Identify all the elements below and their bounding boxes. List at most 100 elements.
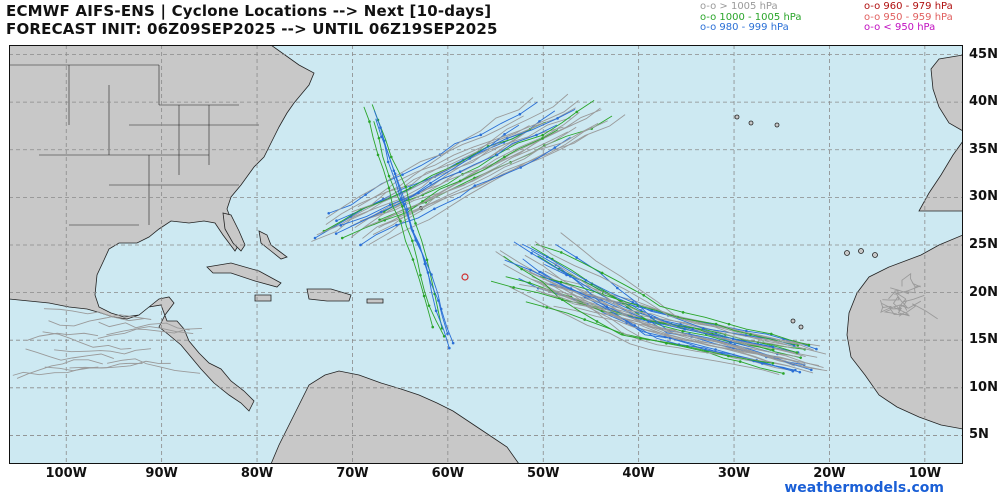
- track-point: [414, 239, 417, 242]
- cyclone-track: [323, 121, 546, 232]
- cyclone-track: [360, 107, 576, 222]
- cyclone-track: [107, 358, 201, 374]
- cyclone-track: [882, 295, 901, 311]
- longitude-label: 100W: [45, 466, 87, 481]
- cape-verde-island: [790, 318, 796, 324]
- cyclone-track: [536, 280, 822, 371]
- track-point: [771, 348, 775, 352]
- track-point: [461, 273, 469, 281]
- track-point: [446, 332, 449, 336]
- legend-item-950-959: o-o 950 - 959 hPa: [864, 11, 953, 23]
- track-point: [529, 268, 532, 272]
- track-point: [535, 133, 538, 137]
- track-point: [559, 251, 563, 254]
- cyclone-track: [513, 241, 778, 355]
- cyclone-track: [529, 272, 799, 358]
- track-point: [815, 347, 818, 351]
- cyclone-track: [363, 106, 434, 328]
- track-point: [334, 232, 338, 235]
- track-point: [335, 219, 338, 223]
- forecast-init-label: FORECAST INIT: 06Z09SEP2025 --> UNTIL 06…: [6, 20, 498, 38]
- track-point: [431, 325, 435, 329]
- cyclone-track: [357, 100, 579, 208]
- cyclone-track: [54, 348, 152, 355]
- longitude-label: 90W: [145, 466, 178, 481]
- track-point: [518, 112, 522, 116]
- cyclone-track: [519, 283, 807, 350]
- legend-item-1000-1005: o-o 1000 - 1005 hPa: [700, 11, 802, 23]
- canary-island: [872, 252, 878, 258]
- track-point: [681, 311, 685, 314]
- legend-item-gt1005: o-o > 1005 hPa: [700, 1, 778, 12]
- track-point: [642, 293, 646, 297]
- longitude-label: 20W: [813, 466, 846, 481]
- track-point: [559, 280, 563, 284]
- longitude-label: 70W: [336, 466, 369, 481]
- track-point: [392, 169, 396, 172]
- cyclone-track: [69, 360, 171, 369]
- azores-island: [734, 114, 740, 120]
- longitude-label: 30W: [717, 466, 751, 481]
- track-point: [425, 258, 429, 262]
- hispaniola: [306, 288, 352, 302]
- south-america-landmass: [270, 370, 520, 465]
- latitude-label: 10N: [969, 379, 998, 395]
- track-point: [530, 251, 533, 255]
- track-point: [411, 258, 415, 261]
- latitude-label: 45N: [969, 46, 998, 62]
- latitude-label: 20N: [969, 284, 998, 300]
- cyclone-track: [311, 132, 525, 242]
- track-point: [442, 334, 446, 338]
- longitude-label: 50W: [527, 466, 560, 481]
- track-point: [681, 329, 684, 333]
- track-point: [556, 117, 559, 120]
- cyclone-track: [48, 314, 152, 327]
- map-panel: [8, 44, 964, 465]
- cyclone-tracks: [12, 93, 938, 379]
- puerto-rico: [366, 298, 384, 304]
- track-point: [729, 340, 733, 344]
- cyclone-track: [26, 332, 99, 341]
- track-point: [714, 348, 717, 351]
- track-point: [647, 320, 650, 323]
- cyclone-track: [552, 262, 820, 367]
- cyclone-track: [106, 327, 202, 336]
- track-point: [430, 273, 433, 276]
- track-point: [388, 203, 392, 206]
- cyclone-track: [97, 326, 194, 339]
- track-point: [503, 155, 506, 159]
- track-point: [749, 333, 752, 336]
- track-point: [495, 153, 499, 157]
- cyclone-track: [890, 287, 916, 295]
- track-point: [683, 328, 687, 331]
- track-point: [427, 304, 431, 307]
- credit-watermark: weathermodels.com: [784, 480, 944, 496]
- track-point: [575, 110, 579, 114]
- track-point: [528, 281, 531, 285]
- track-point: [575, 256, 578, 259]
- state-borders: [9, 64, 259, 226]
- track-point: [404, 185, 407, 189]
- track-point: [520, 267, 523, 271]
- track-point: [745, 329, 748, 333]
- landmasses: [8, 44, 964, 465]
- track-point: [799, 356, 802, 359]
- cyclone-track: [373, 121, 445, 337]
- cyclone-track: [44, 362, 143, 372]
- cyclone-track: [503, 263, 773, 357]
- track-point: [771, 361, 775, 365]
- cyclone-track: [893, 303, 938, 320]
- track-point: [340, 236, 344, 240]
- canary-island: [844, 250, 850, 256]
- canary-island: [858, 248, 864, 254]
- legend-item-980-999: o-o 980 - 999 hPa: [700, 22, 789, 33]
- track-point: [702, 327, 705, 330]
- longitude-label: 80W: [240, 466, 274, 481]
- cyclone-track: [386, 120, 608, 241]
- track-point: [616, 286, 619, 290]
- track-point: [437, 299, 440, 302]
- track-point: [401, 205, 404, 208]
- azores-island: [748, 120, 754, 126]
- track-point: [313, 236, 317, 240]
- latitude-label: 40N: [969, 94, 998, 110]
